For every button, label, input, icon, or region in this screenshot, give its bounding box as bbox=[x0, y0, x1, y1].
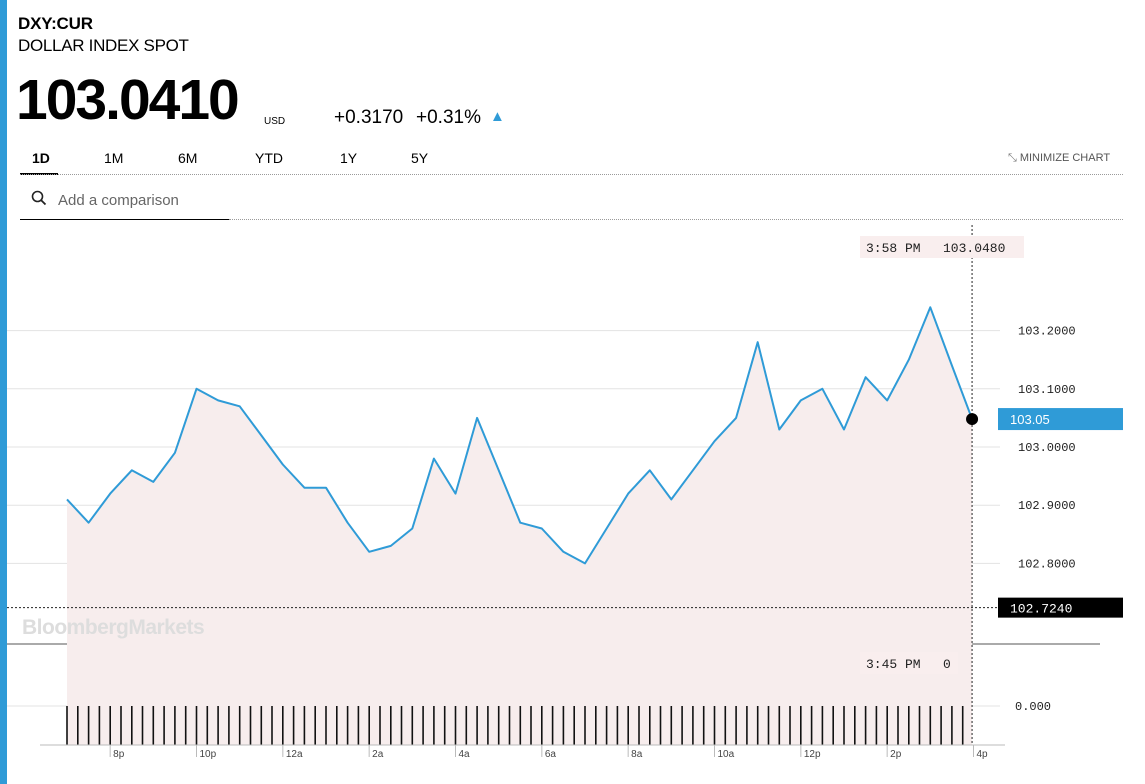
minimize-chart-label: MINIMIZE CHART bbox=[1019, 152, 1111, 164]
ticker-symbol: DXY:CUR bbox=[18, 14, 93, 33]
volume-crosshair-time-label: 3:45 PM bbox=[866, 657, 921, 672]
crosshair-dot bbox=[966, 413, 979, 426]
price-change-percent: +0.31% bbox=[416, 107, 481, 128]
currency-label: USD bbox=[264, 116, 286, 127]
last-price: 103.0410 bbox=[16, 68, 240, 132]
crosshair-value-label: 103.0480 bbox=[943, 241, 1005, 256]
x-tick-label: 2a bbox=[372, 749, 384, 760]
volume-y-tick-label: 0.000 bbox=[1015, 700, 1051, 714]
up-triangle-icon: ▲ bbox=[490, 108, 505, 125]
y-tick-label: 102.8000 bbox=[1018, 557, 1076, 571]
tab-ytd[interactable]: YTD bbox=[255, 150, 283, 166]
bloomberg-watermark: BloombergMarkets bbox=[22, 616, 204, 639]
previous-close-label: 102.7240 bbox=[1010, 602, 1072, 617]
crosshair-time-label: 3:58 PM bbox=[866, 241, 921, 256]
x-tick-label: 12p bbox=[804, 749, 821, 760]
x-tick-label: 4p bbox=[977, 749, 989, 760]
price-change: +0.3170 bbox=[334, 107, 404, 128]
price-line bbox=[66, 306, 974, 565]
volume-crosshair-label-bg bbox=[860, 652, 958, 674]
comparison-search bbox=[20, 182, 229, 220]
y-tick-label: 103.1000 bbox=[1018, 383, 1076, 397]
security-name: DOLLAR INDEX SPOT bbox=[18, 36, 189, 55]
tab-1m[interactable]: 1M bbox=[104, 150, 124, 166]
y-tick-label: 102.9000 bbox=[1018, 499, 1076, 513]
tab-5y[interactable]: 5Y bbox=[411, 150, 429, 166]
previous-close-badge bbox=[998, 597, 1123, 618]
x-tick-label: 4a bbox=[459, 749, 471, 760]
collapse-arrows-icon: ⤡ bbox=[1008, 152, 1017, 164]
minimize-chart-button[interactable]: ⤡ MINIMIZE CHART bbox=[1008, 152, 1110, 165]
x-tick-label: 12a bbox=[286, 749, 303, 760]
last-value-badge bbox=[998, 408, 1123, 431]
comparison-input[interactable] bbox=[56, 188, 225, 212]
x-tick-label: 6a bbox=[545, 749, 557, 760]
volume-crosshair-value-label: 0 bbox=[943, 657, 951, 672]
price-area-fill bbox=[67, 307, 973, 745]
tab-1y[interactable]: 1Y bbox=[340, 150, 358, 166]
tabs-divider bbox=[20, 174, 1123, 175]
search-divider bbox=[229, 219, 1123, 220]
tab-6m[interactable]: 6M bbox=[178, 150, 198, 166]
x-tick-label: 8a bbox=[631, 749, 643, 760]
crosshair-label-bg bbox=[860, 236, 1024, 258]
y-tick-label: 103.0000 bbox=[1018, 441, 1076, 455]
x-tick-label: 8p bbox=[113, 749, 125, 760]
search-icon bbox=[31, 190, 47, 211]
x-tick-label: 10a bbox=[718, 749, 735, 760]
y-tick-label: 103.2000 bbox=[1018, 325, 1076, 339]
accent-bar bbox=[0, 0, 7, 784]
last-value-label: 103.05 bbox=[1010, 412, 1050, 427]
x-tick-label: 10p bbox=[200, 749, 217, 760]
x-tick-label: 2p bbox=[890, 749, 902, 760]
tab-1d[interactable]: 1D bbox=[32, 150, 50, 166]
